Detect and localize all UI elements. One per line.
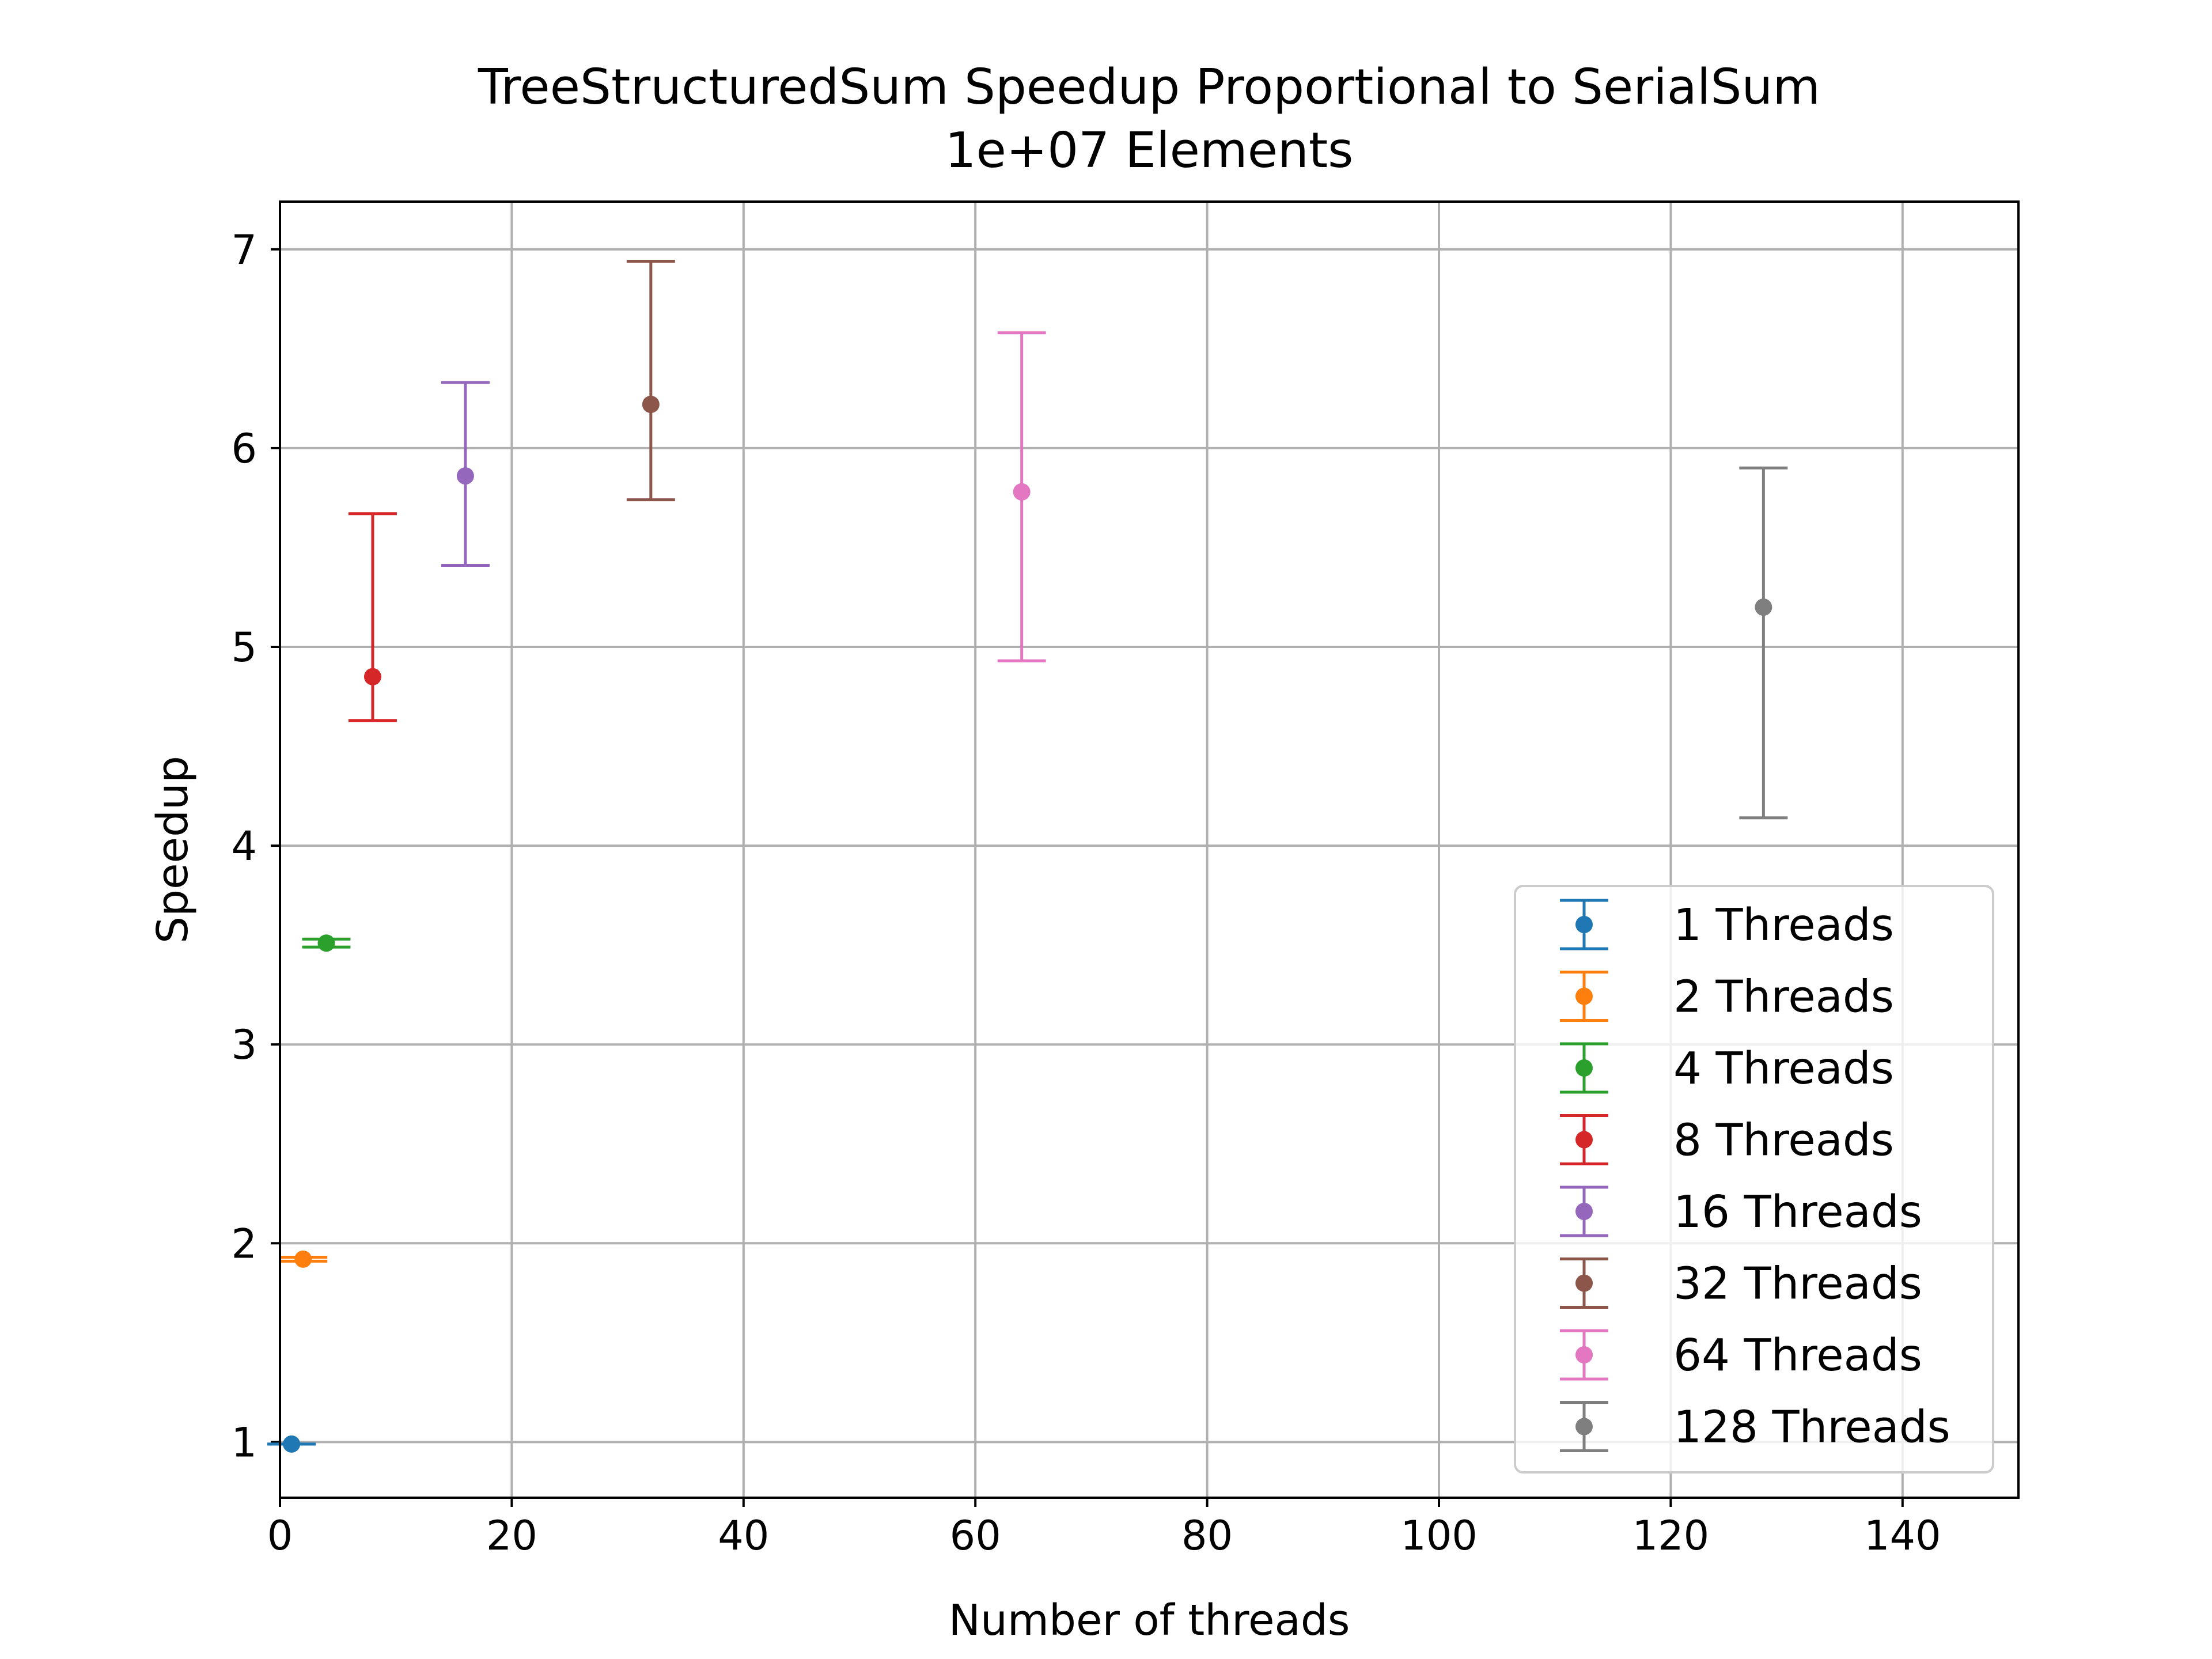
y-axis-label: Speedup xyxy=(148,756,198,944)
series-32-threads xyxy=(626,260,675,502)
legend-entry: 1 Threads xyxy=(1560,899,1894,951)
legend-label: 32 Threads xyxy=(1673,1259,1922,1310)
legend-entry: 16 Threads xyxy=(1560,1185,1922,1238)
data-point xyxy=(456,467,474,485)
data-point xyxy=(283,1435,301,1453)
x-tick-label: 120 xyxy=(1633,1512,1710,1559)
legend-entry: 32 Threads xyxy=(1560,1257,1922,1310)
data-point xyxy=(317,934,335,952)
legend-entry: 8 Threads xyxy=(1560,1114,1894,1166)
legend-label: 128 Threads xyxy=(1673,1402,1950,1453)
legend-entry: 4 Threads xyxy=(1560,1042,1894,1094)
x-tick-label: 100 xyxy=(1400,1512,1478,1559)
data-point xyxy=(642,395,660,413)
series-2-threads xyxy=(279,1250,328,1268)
series-16-threads xyxy=(441,381,490,567)
legend-marker xyxy=(1575,1274,1593,1292)
y-axis-ticks: 1 2 3 4 5 6 7 xyxy=(231,226,280,1466)
legend-label: 4 Threads xyxy=(1673,1043,1894,1094)
legend-entry: 64 Threads xyxy=(1560,1329,1922,1381)
plot-frame xyxy=(279,200,2020,1499)
legend: 1 Threads 2 Threads 4 Threads 8 Threads 16 T… xyxy=(1514,885,1994,1474)
x-tick-label: 80 xyxy=(1181,1512,1233,1559)
series-1-threads xyxy=(267,1435,316,1453)
legend-box xyxy=(1514,885,1994,1474)
y-tick-label: 6 xyxy=(231,425,257,472)
error-bar-marks xyxy=(267,260,1788,1453)
legend-marker xyxy=(1575,1418,1593,1435)
chart-subtitle: 1e+07 Elements xyxy=(945,122,1354,179)
legend-label: 64 Threads xyxy=(1673,1330,1922,1381)
x-axis-label: Number of threads xyxy=(949,1596,1350,1645)
x-tick-label: 20 xyxy=(486,1512,537,1559)
x-tick-label: 40 xyxy=(718,1512,769,1559)
legend-entry: 2 Threads xyxy=(1560,971,1894,1023)
legend-label: 16 Threads xyxy=(1673,1187,1922,1238)
legend-marker xyxy=(1575,1131,1593,1149)
x-axis-ticks: 0 20 40 60 80 100 120 140 xyxy=(267,1498,1941,1559)
data-point xyxy=(1755,598,1772,616)
legend-label: 1 Threads xyxy=(1673,900,1894,951)
grid-lines xyxy=(279,202,2018,1498)
legend-marker xyxy=(1575,1346,1593,1363)
x-tick-label: 0 xyxy=(267,1512,293,1559)
legend-label: 2 Threads xyxy=(1673,972,1894,1023)
data-point xyxy=(363,668,381,685)
series-128-threads xyxy=(1739,466,1788,820)
legend-entry: 128 Threads xyxy=(1560,1401,1950,1453)
legend-label: 8 Threads xyxy=(1673,1115,1894,1166)
y-tick-label: 1 xyxy=(231,1419,257,1466)
legend-marker xyxy=(1575,916,1593,933)
legend-marker xyxy=(1575,1059,1593,1077)
x-tick-label: 60 xyxy=(950,1512,1001,1559)
y-tick-label: 3 xyxy=(231,1021,257,1069)
data-point xyxy=(1013,483,1031,501)
y-tick-label: 5 xyxy=(231,624,257,671)
series-64-threads xyxy=(997,331,1046,662)
series-4-threads xyxy=(302,934,351,952)
y-tick-label: 2 xyxy=(231,1220,257,1267)
series-8-threads xyxy=(348,512,397,722)
x-tick-label: 140 xyxy=(1864,1512,1941,1559)
legend-marker xyxy=(1575,987,1593,1005)
legend-marker xyxy=(1575,1203,1593,1220)
chart-title: TreeStructuredSum Speedup Proportional t… xyxy=(478,59,1820,116)
data-point xyxy=(294,1250,312,1268)
y-tick-label: 4 xyxy=(231,823,257,870)
y-tick-label: 7 xyxy=(231,226,257,274)
